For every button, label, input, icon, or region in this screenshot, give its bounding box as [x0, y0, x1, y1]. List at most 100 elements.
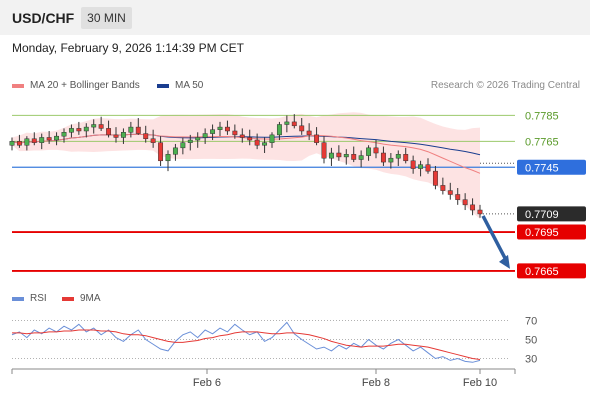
ma50-swatch [157, 83, 169, 88]
level-label-box [517, 159, 586, 175]
level-label-box [517, 224, 586, 240]
candle-body [314, 134, 320, 143]
candle-body [68, 128, 74, 133]
candle-body [373, 147, 379, 154]
candle-body [440, 185, 446, 191]
rsi-ma-swatch [62, 296, 74, 301]
x-tick-label: Feb 8 [362, 377, 390, 389]
candle-body [470, 204, 476, 211]
candle-body [54, 135, 60, 141]
candle-body [388, 157, 394, 163]
candle-body [343, 154, 349, 158]
candle-body [172, 147, 178, 155]
bollinger-band [12, 112, 480, 220]
forecast-arrow [481, 215, 509, 263]
candle-body [366, 147, 372, 156]
candle-body [180, 142, 186, 149]
candle-body [61, 132, 67, 137]
forecast-arrow-head [499, 254, 510, 269]
level-label: 0.7745 [525, 162, 559, 174]
candle-body [321, 142, 327, 159]
candle-body [432, 170, 438, 186]
level-label: 0.7765 [525, 136, 559, 148]
candle-body [299, 125, 305, 132]
timeframe-button[interactable]: 30 MIN [81, 7, 132, 29]
candle-body [46, 137, 52, 141]
legend-rsi-ma: 9MA [62, 293, 101, 304]
candle-body [336, 152, 342, 158]
candle-body [165, 154, 171, 162]
symbol-label: USD/CHF [12, 10, 75, 26]
candle-body [410, 160, 416, 169]
research-credit: Research © 2026 Trading Central [430, 80, 580, 91]
candle-body [113, 134, 119, 138]
candle-body [16, 141, 22, 146]
candle-body [276, 124, 282, 136]
rsi-line [11, 321, 481, 363]
candle-body [358, 155, 364, 160]
candle-body [9, 141, 15, 146]
candle-body [217, 126, 223, 130]
ma20-line [11, 133, 481, 174]
legend-ma50-label: MA 50 [175, 80, 204, 91]
candle-body [455, 194, 461, 200]
candle-body [83, 126, 89, 132]
datetime-label: Monday, February 9, 2026 1:14:39 PM CET [12, 41, 244, 55]
candle-body [306, 130, 312, 136]
candle-body [224, 126, 230, 132]
candle-body [106, 128, 112, 136]
x-tick-label: Feb 10 [463, 377, 497, 389]
candle-body [447, 190, 453, 195]
candle-body [76, 128, 82, 132]
candle-body [462, 199, 468, 206]
level-label-box [517, 263, 586, 279]
rsi-swatch [12, 296, 24, 301]
candle-body [135, 126, 141, 134]
chart-panel [0, 35, 590, 400]
rsi-ma-line [12, 329, 481, 360]
candle-body [150, 138, 156, 143]
candle-body [158, 142, 164, 162]
legend-ma20-label: MA 20 + Bollinger Bands [30, 80, 140, 91]
candle-body [269, 134, 275, 143]
level-label: 0.7709 [525, 209, 559, 221]
rsi-tick-label: 50 [525, 335, 537, 347]
candle-body [187, 139, 193, 143]
level-label: 0.7785 [525, 110, 559, 122]
candle-body [425, 164, 431, 172]
candle-body [254, 139, 260, 146]
candle-body [284, 121, 290, 125]
candle-body [202, 133, 208, 138]
rsi-tick-label: 30 [525, 354, 537, 366]
level-label-box [517, 206, 586, 222]
candle-body [91, 124, 97, 128]
candle-body [31, 138, 37, 143]
candle-body [120, 132, 126, 138]
candle-body [195, 137, 201, 141]
candle-body [39, 137, 45, 143]
candle-body [328, 152, 334, 159]
candle-body [239, 134, 245, 138]
candle-body [247, 137, 253, 141]
candle-body [262, 142, 268, 146]
candle-body [380, 152, 386, 163]
candle-body [351, 154, 357, 160]
legend-rsi-label: RSI [30, 293, 47, 304]
candle-body [403, 154, 409, 162]
candle-body [143, 133, 149, 140]
legend-rsi: RSI [12, 293, 47, 304]
candle-body [128, 126, 134, 133]
level-label: 0.7665 [525, 266, 559, 278]
level-label: 0.7695 [525, 227, 559, 239]
candle-body [232, 130, 238, 136]
candle-body [210, 129, 216, 134]
candle-body [24, 138, 30, 146]
candle-body [98, 124, 104, 129]
candle-body [291, 121, 297, 127]
legend-rsi-ma-label: 9MA [80, 293, 101, 304]
candle-body [418, 164, 424, 169]
candle-body [395, 154, 401, 159]
x-tick-label: Feb 6 [193, 377, 221, 389]
